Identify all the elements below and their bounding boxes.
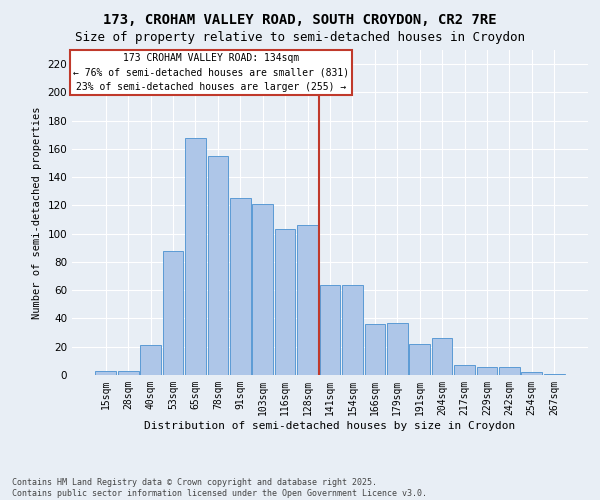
Bar xyxy=(544,374,565,375)
X-axis label: Distribution of semi-detached houses by size in Croydon: Distribution of semi-detached houses by … xyxy=(145,420,515,430)
Text: 173 CROHAM VALLEY ROAD: 134sqm
← 76% of semi-detached houses are smaller (831)
2: 173 CROHAM VALLEY ROAD: 134sqm ← 76% of … xyxy=(73,53,349,92)
Bar xyxy=(365,324,385,375)
Bar xyxy=(118,371,139,375)
Bar xyxy=(297,225,318,375)
Bar xyxy=(454,365,475,375)
Bar xyxy=(342,284,363,375)
Bar xyxy=(253,204,273,375)
Bar xyxy=(185,138,206,375)
Bar xyxy=(163,250,184,375)
Bar xyxy=(230,198,251,375)
Y-axis label: Number of semi-detached properties: Number of semi-detached properties xyxy=(32,106,42,319)
Bar xyxy=(275,230,295,375)
Bar xyxy=(208,156,228,375)
Bar xyxy=(409,344,430,375)
Bar xyxy=(387,322,407,375)
Bar xyxy=(521,372,542,375)
Bar xyxy=(499,366,520,375)
Bar xyxy=(95,371,116,375)
Bar xyxy=(320,284,340,375)
Bar xyxy=(432,338,452,375)
Bar xyxy=(476,366,497,375)
Bar xyxy=(140,346,161,375)
Text: Contains HM Land Registry data © Crown copyright and database right 2025.
Contai: Contains HM Land Registry data © Crown c… xyxy=(12,478,427,498)
Text: 173, CROHAM VALLEY ROAD, SOUTH CROYDON, CR2 7RE: 173, CROHAM VALLEY ROAD, SOUTH CROYDON, … xyxy=(103,12,497,26)
Text: Size of property relative to semi-detached houses in Croydon: Size of property relative to semi-detach… xyxy=(75,31,525,44)
